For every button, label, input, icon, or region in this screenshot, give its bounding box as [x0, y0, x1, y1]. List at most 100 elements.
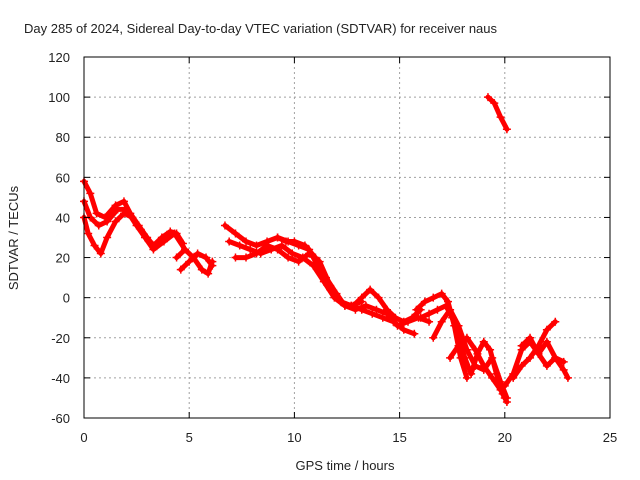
series-track-o [509, 317, 560, 382]
y-tick-label-0: -60 [51, 411, 70, 426]
point-track-f-15 [366, 285, 375, 294]
point-track-e-4 [208, 261, 217, 270]
x-tick-label-3: 15 [392, 430, 406, 445]
point-track-l-1 [437, 317, 446, 326]
y-tick-label-2: -20 [51, 331, 70, 346]
series-band-track-q [485, 94, 510, 132]
point-track-q-0 [483, 93, 492, 102]
point-track-k-6 [460, 353, 469, 362]
point-track-b-10 [170, 229, 179, 238]
point-track-b-4 [113, 205, 122, 214]
grid [84, 57, 610, 418]
point-track-c-3 [96, 249, 105, 258]
point-track-k-10 [486, 345, 495, 354]
point-track-q-3 [502, 125, 511, 134]
series-track-p [517, 333, 568, 370]
point-track-n-0 [500, 381, 509, 390]
point-track-g-14 [372, 305, 381, 314]
point-track-i-7 [347, 301, 356, 310]
point-track-c-1 [84, 229, 93, 238]
point-track-b-2 [94, 221, 103, 230]
point-track-p-3 [542, 361, 551, 370]
point-track-l-0 [429, 333, 438, 342]
point-track-l-3 [454, 321, 463, 330]
point-track-a-1 [86, 189, 95, 198]
point-track-a-5 [119, 197, 128, 206]
point-track-j-1 [420, 297, 429, 306]
series-band-track-l [430, 307, 510, 401]
point-track-i-4 [315, 265, 324, 274]
point-track-h-12 [357, 297, 366, 306]
point-track-i-1 [284, 237, 293, 246]
point-track-o-1 [517, 361, 526, 370]
point-track-m-1 [454, 341, 463, 350]
point-track-i-12 [399, 325, 408, 334]
point-track-i-0 [273, 233, 282, 242]
point-track-g-6 [288, 249, 297, 258]
point-track-h-1 [242, 253, 251, 262]
series-band-track-o [510, 319, 558, 381]
point-track-k-2 [433, 305, 442, 314]
y-tick-label-1: -40 [51, 371, 70, 386]
point-track-m-6 [496, 385, 505, 394]
point-track-o-0 [509, 373, 518, 382]
point-track-p-5 [559, 357, 568, 366]
point-track-k-0 [416, 313, 425, 322]
series-track-e [176, 249, 217, 274]
point-track-p-2 [534, 349, 543, 358]
point-track-g-15 [382, 309, 391, 318]
y-tick-label-6: 60 [56, 170, 70, 185]
point-track-i-10 [378, 313, 387, 322]
point-track-p-4 [551, 353, 560, 362]
point-track-i-13 [410, 329, 419, 338]
x-axis-label: GPS time / hours [296, 458, 395, 473]
x-tick-label-2: 10 [287, 430, 301, 445]
y-tick-labels: -60 -40 -20 0 20 40 60 80 100 120 [48, 50, 610, 426]
point-track-h-2 [252, 249, 261, 258]
y-tick-label-3: 0 [63, 291, 70, 306]
point-track-m-2 [462, 333, 471, 342]
point-track-o-2 [526, 353, 535, 362]
x-tick-label-0: 0 [80, 430, 87, 445]
plot-frame [83, 56, 611, 419]
series-band-track-k [418, 303, 510, 405]
point-track-h-4 [273, 245, 282, 254]
point-track-e-1 [185, 257, 194, 266]
point-track-d-0 [172, 253, 181, 262]
point-track-c-6 [119, 209, 128, 218]
x-tick-label-1: 5 [186, 430, 193, 445]
series-track-m [446, 333, 509, 402]
point-track-i-3 [305, 245, 314, 254]
y-tick-label-7: 80 [56, 130, 70, 145]
point-track-e-0 [176, 265, 185, 274]
point-track-e-2 [193, 249, 202, 258]
y-tick-label-9: 120 [48, 50, 70, 65]
point-track-m-4 [479, 361, 488, 370]
point-track-h-0 [231, 253, 240, 262]
point-track-c-8 [136, 225, 145, 234]
data-series [80, 93, 572, 406]
point-track-i-9 [368, 309, 377, 318]
point-track-a-2 [92, 209, 101, 218]
point-track-n-8 [563, 373, 572, 382]
point-track-o-5 [551, 317, 560, 326]
point-track-f-0 [220, 221, 229, 230]
series-track-q [483, 93, 511, 134]
point-track-g-17 [404, 317, 413, 326]
point-track-c-5 [111, 217, 120, 226]
point-track-m-5 [488, 373, 497, 382]
point-track-i-6 [336, 297, 345, 306]
point-track-n-5 [542, 337, 551, 346]
point-track-q-1 [490, 99, 499, 108]
point-track-g-19 [425, 317, 434, 326]
point-track-l-2 [446, 305, 455, 314]
point-track-k-1 [425, 309, 434, 318]
point-track-j-3 [437, 289, 446, 298]
point-track-g-5 [277, 241, 286, 250]
point-track-d-4 [204, 269, 213, 278]
point-track-k-3 [441, 301, 450, 310]
series-track-i [273, 233, 419, 338]
point-track-j-2 [429, 293, 438, 302]
point-track-o-4 [542, 325, 551, 334]
